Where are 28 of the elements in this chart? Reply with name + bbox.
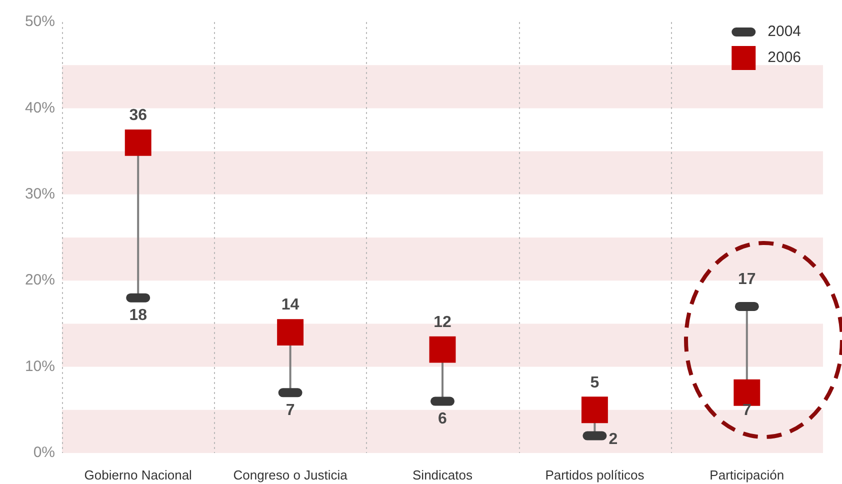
data-label: 5: [590, 374, 600, 392]
data-label: 7: [742, 402, 752, 420]
y-tick-label: 20%: [24, 272, 55, 289]
data-label: 18: [129, 307, 148, 324]
x-tick-label: Participación: [710, 467, 784, 482]
legend-label: 2006: [768, 49, 802, 66]
point: [581, 396, 608, 424]
point: [734, 379, 760, 406]
legend-label: 2004: [768, 23, 802, 40]
x-tick-label: Gobierno Nacional: [84, 467, 192, 482]
y-tick-label: 50%: [24, 13, 55, 30]
x-tick-label: Sindicatos: [412, 467, 473, 482]
y-tick-label: 0%: [33, 444, 55, 462]
x-tick-label: Partidos políticos: [545, 467, 645, 482]
point: [429, 336, 456, 363]
data-label: 14: [281, 296, 300, 314]
data-label: 7: [286, 402, 295, 420]
data-label: 2: [608, 431, 618, 448]
data-label: 6: [438, 410, 448, 428]
y-tick-label: 30%: [24, 186, 55, 203]
data-label: 36: [129, 107, 148, 124]
y-tick-label: 40%: [24, 99, 55, 116]
data-label: 17: [738, 270, 756, 288]
data-label: 12: [434, 314, 452, 331]
y-tick-label: 10%: [24, 358, 55, 375]
x-tick-label: Congreso o Justicia: [233, 467, 348, 482]
point: [277, 319, 304, 346]
point: [124, 129, 152, 156]
